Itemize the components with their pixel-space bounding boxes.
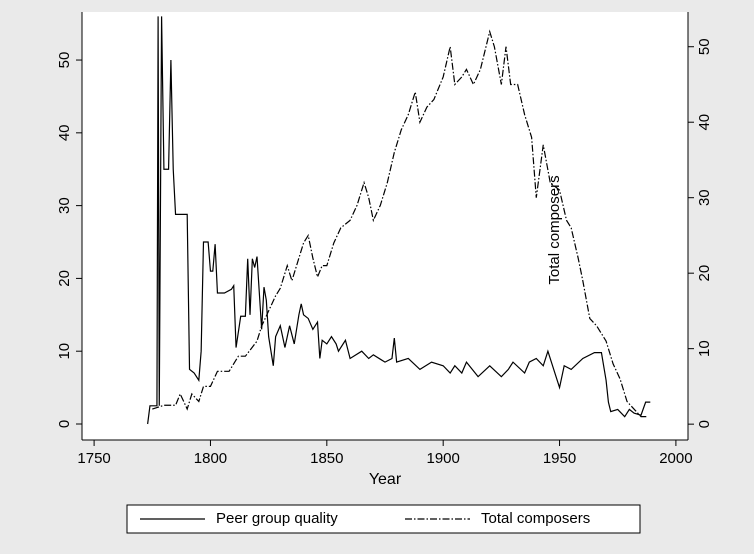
x-axis-label: Year	[369, 471, 402, 488]
legend-label: Peer group quality	[216, 510, 338, 527]
y-tick-label: 30	[56, 197, 73, 214]
data-line	[152, 29, 648, 418]
y2-tick-label: 0	[696, 420, 713, 428]
y2-tick-label: 40	[696, 114, 713, 131]
legend-label: Total composers	[481, 510, 590, 527]
x-tick-label: 1950	[543, 450, 576, 467]
annotation: Total composers	[546, 175, 563, 284]
y2-tick-label: 50	[696, 38, 713, 55]
legend	[126, 504, 641, 534]
y-tick-label: 10	[56, 343, 73, 360]
x-tick-label: 1900	[426, 450, 459, 467]
series-lines	[147, 16, 651, 425]
x-tick-label: 1800	[194, 450, 227, 467]
y-tick-label: 50	[56, 52, 73, 69]
y-tick-label: 20	[56, 270, 73, 287]
y2-tick-label: 30	[696, 189, 713, 206]
y2-tick-label: 20	[696, 265, 713, 282]
y-tick-label: 0	[56, 420, 73, 428]
y-tick-label: 40	[56, 124, 73, 141]
data-line	[147, 16, 651, 425]
x-tick-label: 1750	[77, 450, 110, 467]
plot-area	[82, 12, 688, 440]
y2-tick-label: 10	[696, 340, 713, 357]
x-tick-label: 1850	[310, 450, 343, 467]
x-tick-label: 2000	[659, 450, 692, 467]
